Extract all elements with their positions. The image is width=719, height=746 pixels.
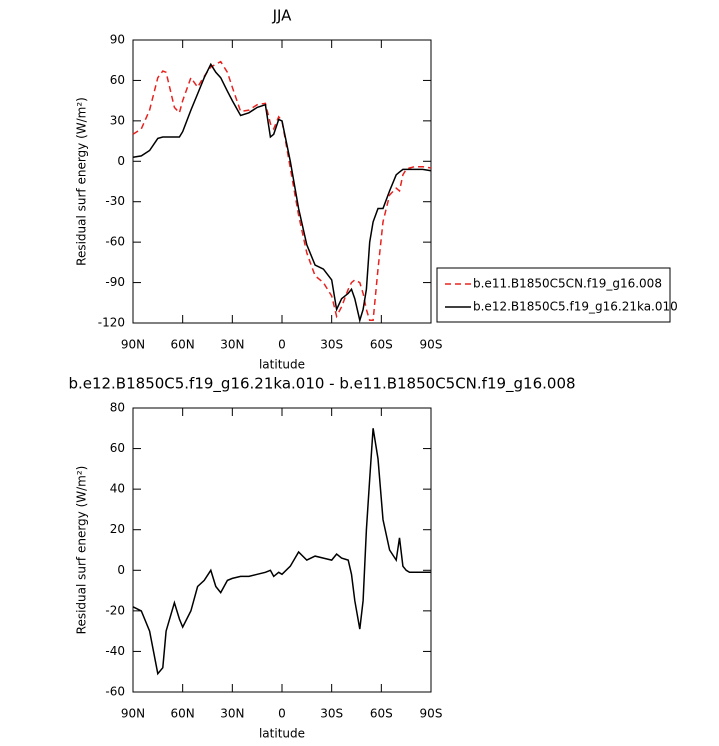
y-tick-label: 80	[110, 401, 125, 415]
x-tick-label: 30S	[320, 338, 343, 352]
y-tick-label: -90	[105, 275, 125, 289]
y-tick-label: 20	[110, 522, 125, 536]
y-tick-label: 60	[110, 73, 125, 87]
x-tick-label: 60N	[171, 338, 195, 352]
data-line	[132, 62, 432, 324]
y-tick-label: -120	[98, 316, 125, 330]
data-line	[132, 60, 432, 322]
y-tick-label: -60	[105, 685, 125, 699]
x-tick-label: 0	[278, 707, 286, 721]
plot-frame	[132, 39, 432, 324]
y-tick-label: 0	[117, 154, 125, 168]
chart-title: JJA	[272, 7, 293, 25]
x-tick-label: 90N	[121, 707, 145, 721]
x-tick-label: 30N	[220, 338, 244, 352]
x-tick-label: 60S	[370, 707, 393, 721]
y-axis-label: Residual surf energy (W/m²)	[75, 466, 89, 635]
x-tick-label: 90N	[121, 338, 145, 352]
plot-frame	[132, 407, 432, 693]
y-tick-label: 40	[110, 482, 125, 496]
y-tick-label: -30	[105, 194, 125, 208]
legend-box	[436, 267, 671, 323]
x-tick-label: 30N	[220, 707, 244, 721]
y-tick-label: 90	[110, 33, 125, 47]
x-axis-label: latitude	[259, 358, 305, 372]
x-tick-label: 30S	[320, 707, 343, 721]
data-line	[132, 428, 431, 676]
x-tick-label: 60N	[171, 707, 195, 721]
chart-title: b.e12.B1850C5.f19_g16.21ka.010 - b.e11.B…	[68, 375, 575, 394]
y-tick-label: 60	[110, 441, 125, 455]
x-tick-label: 0	[278, 338, 286, 352]
y-tick-label: -60	[105, 235, 125, 249]
y-axis-label: Residual surf energy (W/m²)	[75, 97, 89, 266]
x-axis-label: latitude	[259, 727, 305, 741]
legend-label: b.e11.B1850C5CN.f19_g16.008	[473, 277, 662, 291]
x-tick-label: 90S	[420, 338, 443, 352]
x-tick-label: 90S	[420, 707, 443, 721]
x-tick-label: 60S	[370, 338, 393, 352]
legend-label: b.e12.B1850C5.f19_g16.21ka.010	[473, 300, 678, 314]
y-tick-label: -20	[105, 603, 125, 617]
y-tick-label: -40	[105, 644, 125, 658]
y-tick-label: 0	[117, 563, 125, 577]
y-tick-label: 30	[110, 113, 125, 127]
